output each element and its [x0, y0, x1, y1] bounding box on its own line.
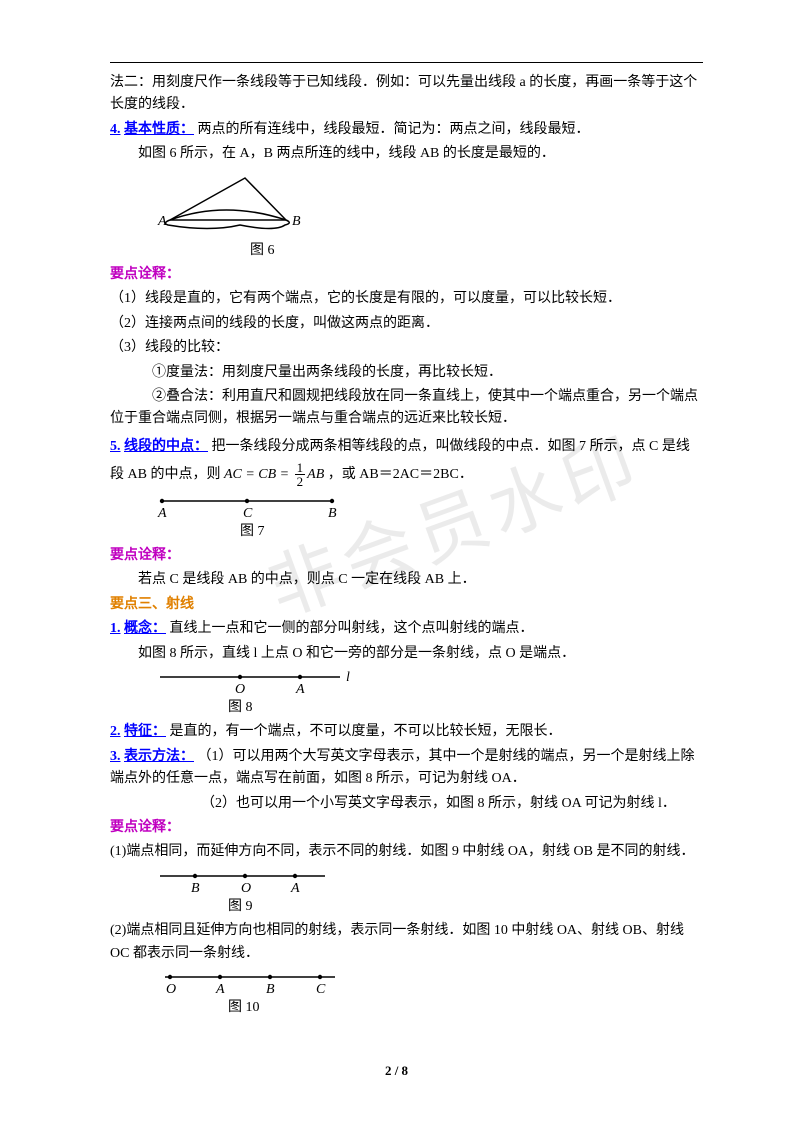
fig9-O: O: [241, 881, 251, 896]
r3-body1: （1）可以用两个大写英文字母表示，其中一个是射线的端点，另一个是射线上除端点外的…: [110, 749, 695, 786]
fig6-label-A: A: [157, 214, 167, 229]
figure-9: B O A 图 9: [150, 868, 703, 918]
figure-10: O A B C 图 10: [150, 969, 703, 1019]
fig6-label-B: B: [292, 214, 301, 229]
yd1-3: （3）线段的比较：: [110, 337, 703, 359]
yd4-title: 要点诠释：: [110, 820, 180, 835]
section-4: 4. 基本性质： 两点的所有连线中，线段最短．简记为：两点之间，线段最短．: [110, 119, 703, 141]
yd2-title: 要点诠释：: [110, 548, 180, 563]
document-page: 非会员水印 法二：用刻度尺作一条线段等于已知线段．例如：可以先量出线段 a 的长…: [0, 0, 793, 1122]
figure-7: A C B 图 7: [150, 493, 703, 543]
s5-eq-lhs: AC = CB =: [224, 467, 293, 482]
figure-10-caption: 图 10: [228, 997, 703, 1019]
r1-body: 直线上一点和它一侧的部分叫射线，这个点叫射线的端点．: [170, 621, 534, 636]
fig7-A: A: [157, 506, 167, 521]
s4-num: 4.: [110, 122, 121, 137]
ray-1: 1. 概念： 直线上一点和它一侧的部分叫射线，这个点叫射线的端点．: [110, 618, 703, 640]
top-rule: [110, 62, 703, 63]
fig8-l: l: [346, 670, 350, 685]
figure-10-svg: O A B C: [150, 969, 350, 997]
r2-title: 特征：: [124, 724, 166, 739]
s4-title: 基本性质：: [124, 122, 194, 137]
fig10-A: A: [215, 982, 225, 997]
fig7-B: B: [328, 506, 337, 521]
fig8-O: O: [235, 682, 245, 697]
ray-2: 2. 特征： 是直的，有一个端点，不可以度量，不可以比较长短，无限长．: [110, 721, 703, 743]
yd2-body: 若点 C 是线段 AB 的中点，则点 C 一定在线段 AB 上．: [110, 569, 703, 591]
figure-6-svg: A B: [150, 170, 320, 240]
yd4-1: (1)端点相同，而延伸方向不同，表示不同的射线．如图 9 中射线 OA，射线 O…: [110, 841, 703, 863]
figure-6: A B 图 6: [150, 170, 703, 262]
figure-9-caption: 图 9: [228, 896, 703, 918]
fraction: 12: [295, 461, 306, 488]
s5-eq-rhs: AB: [307, 467, 324, 482]
yd1-1: （1）线段是直的，它有两个端点，它的长度是有限的，可以度量，可以比较长短．: [110, 288, 703, 310]
s5-title: 线段的中点：: [124, 439, 208, 454]
s5-body-b: ，或 AB＝2AC＝2BC．: [324, 467, 473, 482]
figure-8-svg: O A l: [150, 669, 370, 697]
section-5: 5. 线段的中点： 把一条线段分成两条相等线段的点，叫做线段的中点．如图 7 所…: [110, 433, 703, 489]
fig9-B: B: [191, 881, 200, 896]
fig10-B: B: [266, 982, 275, 997]
r1-title: 概念：: [124, 621, 166, 636]
s4-example: 如图 6 所示，在 A，B 两点所连的线中，线段 AB 的长度是最短的．: [110, 143, 703, 165]
s5-num: 5.: [110, 439, 121, 454]
yd1-3a: ①度量法：用刻度尺量出两条线段的长度，再比较长短．: [110, 362, 703, 384]
r2-body: 是直的，有一个端点，不可以度量，不可以比较长短，无限长．: [170, 724, 562, 739]
ray-3: 3. 表示方法： （1）可以用两个大写英文字母表示，其中一个是射线的端点，另一个…: [110, 746, 703, 791]
yd1-3b: ②叠合法：利用直尺和圆规把线段放在同一条直线上，使其中一个端点重合，另一个端点位…: [110, 386, 703, 431]
paragraph-fa2: 法二：用刻度尺作一条线段等于已知线段．例如：可以先量出线段 a 的长度，再画一条…: [110, 72, 703, 117]
fig10-O: O: [166, 982, 176, 997]
r3-title: 表示方法：: [124, 749, 194, 764]
yd1-2: （2）连接两点间的线段的长度，叫做这两点的距离．: [110, 313, 703, 335]
fig7-C: C: [243, 506, 253, 521]
fig8-A: A: [295, 682, 305, 697]
r3-body2: （2）也可以用一个小写英文字母表示，如图 8 所示，射线 OA 可记为射线 l．: [110, 793, 703, 815]
yd4-2: (2)端点相同且延伸方向也相同的射线，表示同一条射线．如图 10 中射线 OA、…: [110, 920, 703, 965]
figure-8: O A l 图 8: [150, 669, 703, 719]
yd3-title: 要点三、射线: [110, 597, 194, 612]
page-number: 2 / 8: [0, 1061, 793, 1082]
r1-eg: 如图 8 所示，直线 l 上点 O 和它一旁的部分是一条射线，点 O 是端点．: [110, 643, 703, 665]
fig9-A: A: [290, 881, 300, 896]
fig10-C: C: [316, 982, 326, 997]
figure-6-caption: 图 6: [250, 240, 703, 262]
s4-body: 两点的所有连线中，线段最短．简记为：两点之间，线段最短．: [198, 122, 590, 137]
yd1-title: 要点诠释：: [110, 267, 180, 282]
figure-7-caption: 图 7: [240, 521, 703, 543]
figure-8-caption: 图 8: [228, 697, 703, 719]
r2-num: 2.: [110, 724, 121, 739]
figure-7-svg: A C B: [150, 493, 350, 521]
r1-num: 1.: [110, 621, 121, 636]
figure-9-svg: B O A: [150, 868, 340, 896]
r3-num: 3.: [110, 749, 121, 764]
